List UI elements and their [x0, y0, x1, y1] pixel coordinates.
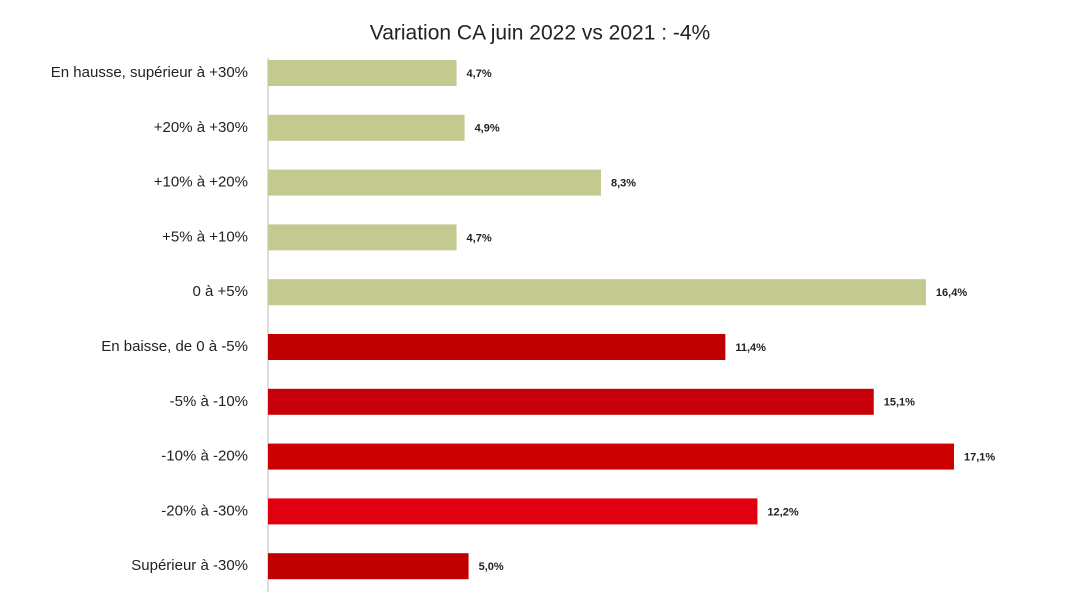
- bar: [268, 334, 726, 360]
- chart-title: Variation CA juin 2022 vs 2021 : -4%: [370, 22, 710, 45]
- value-label: 4,9%: [475, 123, 500, 135]
- category-label: +5% à +10%: [162, 228, 248, 245]
- bar: [268, 553, 469, 580]
- category-label: +20% à +30%: [154, 119, 248, 136]
- category-label: En baisse, de 0 à -5%: [101, 338, 248, 355]
- value-label: 11,4%: [735, 342, 766, 354]
- bar: [268, 498, 758, 525]
- category-label: -5% à -10%: [170, 393, 248, 410]
- bar: [268, 279, 926, 306]
- category-label: Supérieur à -30%: [131, 557, 248, 574]
- value-label: 15,1%: [884, 397, 915, 409]
- category-label: -20% à -30%: [161, 502, 248, 519]
- bar: [268, 224, 457, 251]
- category-label: En hausse, supérieur à +30%: [51, 64, 248, 81]
- value-label: 4,7%: [467, 68, 492, 80]
- value-label: 16,4%: [936, 287, 967, 299]
- bar: [268, 60, 457, 86]
- category-label: 0 à +5%: [193, 283, 248, 300]
- value-label: 4,7%: [467, 232, 492, 244]
- bar: [268, 443, 954, 470]
- bar: [268, 169, 601, 196]
- bar: [268, 388, 874, 415]
- value-label: 12,2%: [767, 506, 798, 518]
- value-label: 17,1%: [964, 452, 995, 464]
- category-label: -10% à -20%: [161, 448, 248, 465]
- value-label: 8,3%: [611, 178, 636, 190]
- bar: [268, 114, 465, 141]
- category-label: +10% à +20%: [154, 174, 248, 191]
- value-label: 5,0%: [479, 561, 504, 573]
